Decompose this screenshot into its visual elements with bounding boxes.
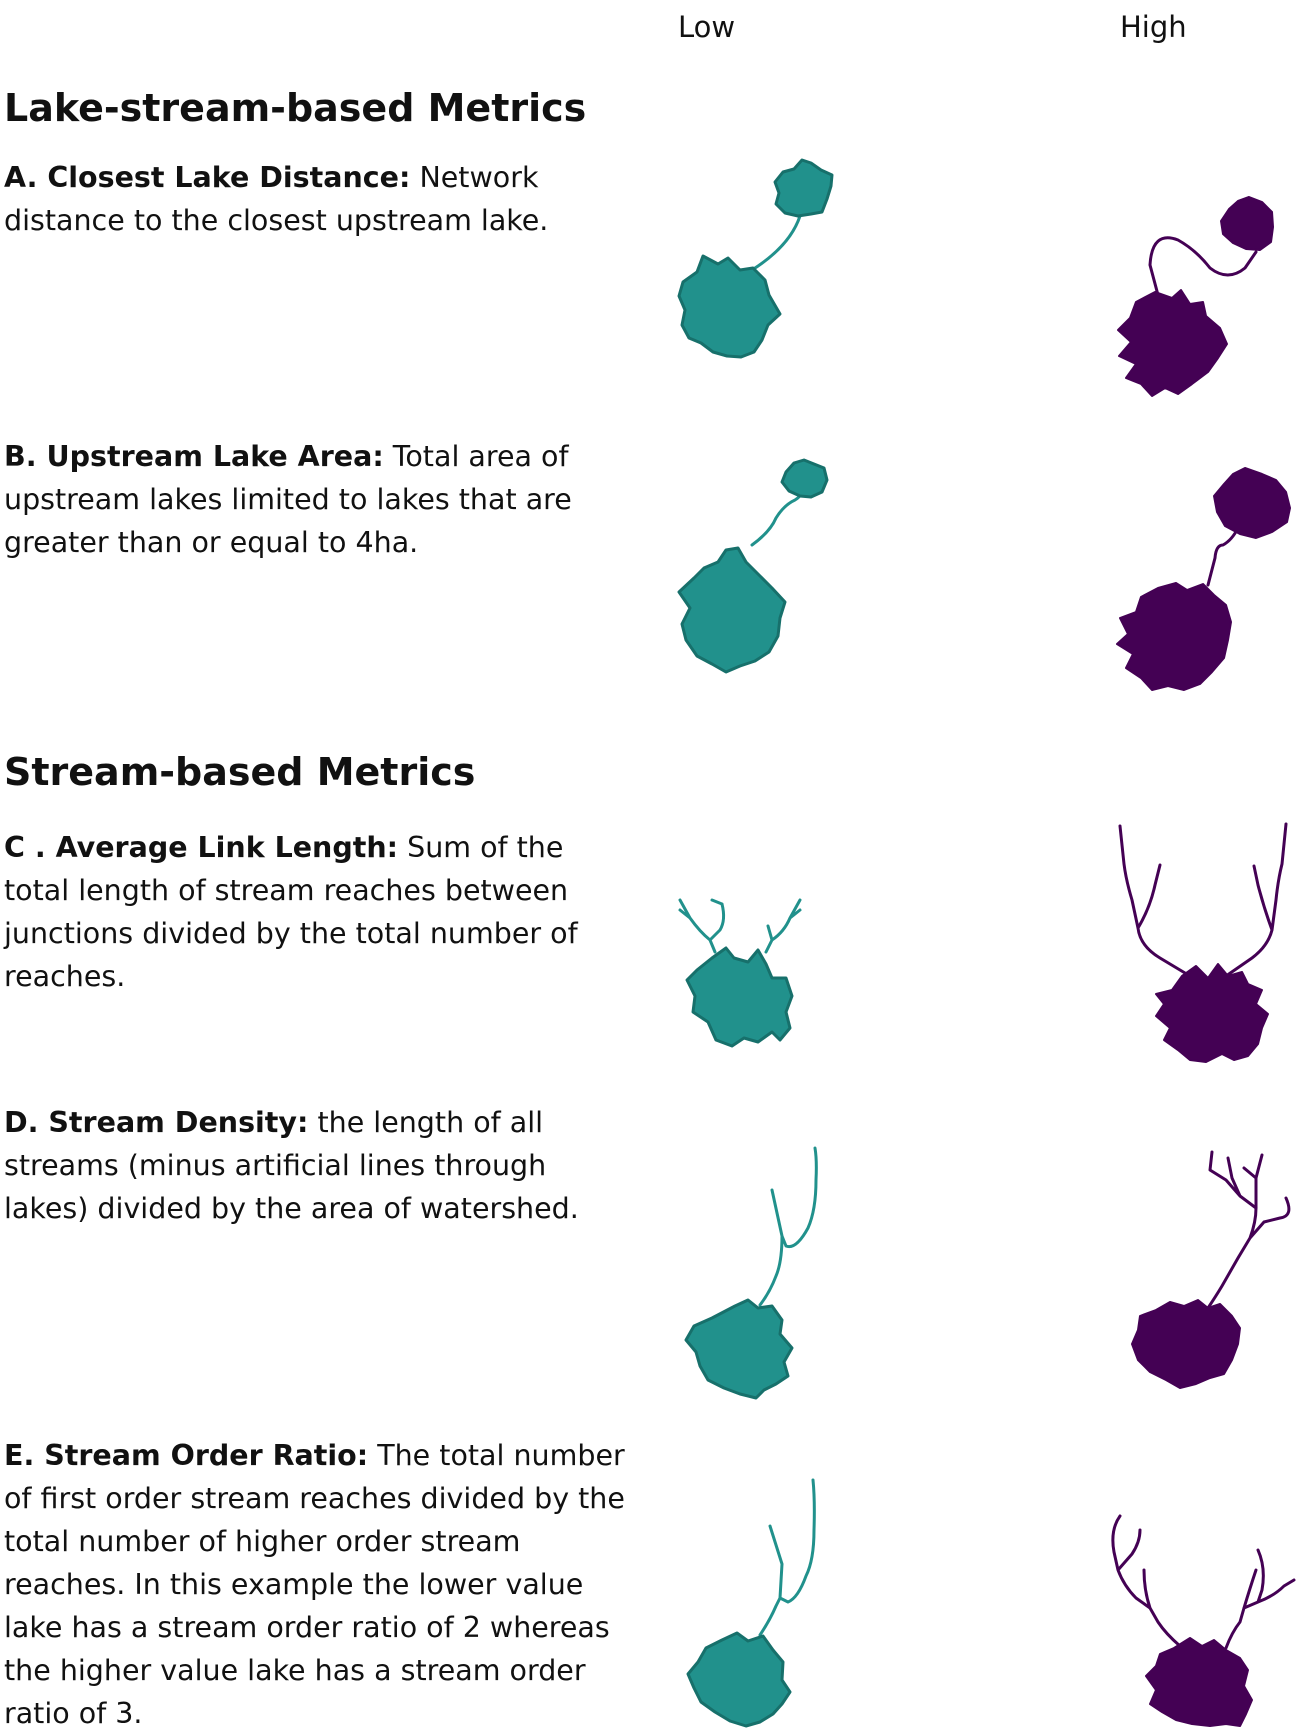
lake-shape xyxy=(1131,1299,1241,1389)
lake-shape xyxy=(1155,963,1269,1063)
lake-shape xyxy=(1116,582,1232,691)
illustration-c-high xyxy=(1118,822,1288,1063)
stream-line xyxy=(758,1146,818,1307)
stream-line xyxy=(1224,822,1288,978)
metric-stream-density: D. Stream Density: the length of all str… xyxy=(4,1101,624,1230)
lake-shape xyxy=(1220,196,1274,251)
metric-closest-lake-distance: A. Closest Lake Distance: Network distan… xyxy=(4,156,564,242)
stream-line xyxy=(678,898,726,954)
metric-description: The total number of first order stream r… xyxy=(4,1439,625,1730)
metric-stream-order-ratio: E. Stream Order Ratio: The total number … xyxy=(4,1434,644,1735)
section-title-lake-stream: Lake-stream-based Metrics xyxy=(4,86,587,130)
illustration-c-low xyxy=(678,898,802,1048)
illustration-b-low xyxy=(677,458,829,674)
stream-line xyxy=(1206,526,1240,587)
metric-average-link-length: C . Average Link Length: Sum of the tota… xyxy=(4,826,594,998)
illustration-d-low xyxy=(684,1146,818,1400)
stream-line xyxy=(1206,1150,1291,1310)
lake-shape xyxy=(1145,1637,1253,1727)
metric-label: B. Upstream Lake Area: xyxy=(4,440,384,473)
lake-shape xyxy=(677,546,787,674)
section-title-stream: Stream-based Metrics xyxy=(4,750,476,794)
metric-label: C . Average Link Length: xyxy=(4,831,399,864)
lake-shape xyxy=(677,254,782,359)
illustration-a-high xyxy=(1117,196,1274,397)
lake-shape xyxy=(686,1631,792,1728)
lake-shape xyxy=(685,946,794,1048)
illustration-e-low xyxy=(686,1478,816,1728)
stream-line xyxy=(1111,1514,1182,1648)
lake-shape xyxy=(1117,289,1228,397)
stream-line xyxy=(750,486,805,547)
metric-upstream-lake-area: B. Upstream Lake Area: Total area of ups… xyxy=(4,435,594,564)
lake-shape xyxy=(684,1298,794,1400)
metric-label: D. Stream Density: xyxy=(4,1106,309,1139)
stream-line xyxy=(1224,1548,1296,1650)
metric-label: E. Stream Order Ratio: xyxy=(4,1439,369,1472)
illustration-a-low xyxy=(677,158,834,359)
metric-description: the length of all streams (minus artific… xyxy=(4,1106,579,1225)
column-header-high: High xyxy=(1120,10,1187,44)
lake-shape xyxy=(1213,467,1291,539)
stream-line xyxy=(764,898,802,954)
metric-description: Total area of upstream lakes limited to … xyxy=(4,440,572,559)
lake-shape xyxy=(780,458,829,499)
lake-shape xyxy=(773,158,834,218)
stream-line xyxy=(1148,236,1258,297)
metric-description: Network distance to the closest upstream… xyxy=(4,161,549,237)
metric-label: A. Closest Lake Distance: xyxy=(4,161,411,194)
column-header-low: Low xyxy=(678,10,736,44)
illustration-b-high xyxy=(1116,467,1291,691)
illustration-e-high xyxy=(1111,1514,1296,1727)
illustration-d-high xyxy=(1131,1150,1291,1389)
stream-line xyxy=(758,1478,816,1637)
stream-line xyxy=(1118,824,1192,978)
metric-description: Sum of the total length of stream reache… xyxy=(4,831,578,993)
